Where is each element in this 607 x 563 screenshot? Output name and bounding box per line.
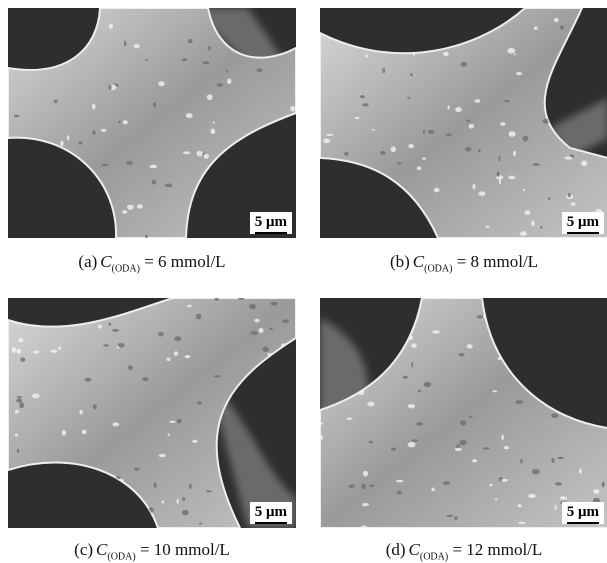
symbol: C <box>409 540 420 559</box>
sem-image: 5 μm <box>320 298 607 528</box>
condition-value: = 8 mmol/L <box>457 252 538 271</box>
scale-bar: 5 μm <box>250 212 292 234</box>
subscript: (ODA) <box>420 551 448 562</box>
scale-bar-label: 5 μm <box>255 213 287 234</box>
caption: (a)C(ODA) = 6 mmol/L <box>2 252 302 274</box>
figure: 5 μm(a)C(ODA) = 6 mmol/L5 μm(b)C(ODA) = … <box>0 0 607 563</box>
symbol: C <box>413 252 424 271</box>
condition-value: = 6 mmol/L <box>144 252 225 271</box>
subscript: (ODA) <box>112 263 140 274</box>
sem-image: 5 μm <box>8 298 296 528</box>
scale-bar: 5 μm <box>562 502 604 524</box>
caption: (b)C(ODA) = 8 mmol/L <box>314 252 607 274</box>
panel-label: (d) <box>386 540 406 559</box>
subscript: (ODA) <box>424 263 452 274</box>
condition-value: = 12 mmol/L <box>452 540 542 559</box>
sem-micrograph <box>320 8 607 238</box>
symbol: C <box>96 540 107 559</box>
caption: (d)C(ODA) = 12 mmol/L <box>314 540 607 562</box>
subscript: (ODA) <box>107 551 135 562</box>
sem-image: 5 μm <box>8 8 296 238</box>
scale-bar: 5 μm <box>562 212 604 234</box>
sem-micrograph <box>320 298 607 528</box>
caption: (c)C(ODA) = 10 mmol/L <box>2 540 302 562</box>
panel-label: (c) <box>74 540 93 559</box>
symbol: C <box>100 252 111 271</box>
scale-bar-label: 5 μm <box>567 503 599 524</box>
panel-label: (a) <box>78 252 97 271</box>
sem-micrograph <box>8 298 296 528</box>
panel-label: (b) <box>390 252 410 271</box>
condition-value: = 10 mmol/L <box>140 540 230 559</box>
sem-image: 5 μm <box>320 8 607 238</box>
sem-micrograph <box>8 8 296 238</box>
scale-bar-label: 5 μm <box>255 503 287 524</box>
scale-bar: 5 μm <box>250 502 292 524</box>
scale-bar-label: 5 μm <box>567 213 599 234</box>
